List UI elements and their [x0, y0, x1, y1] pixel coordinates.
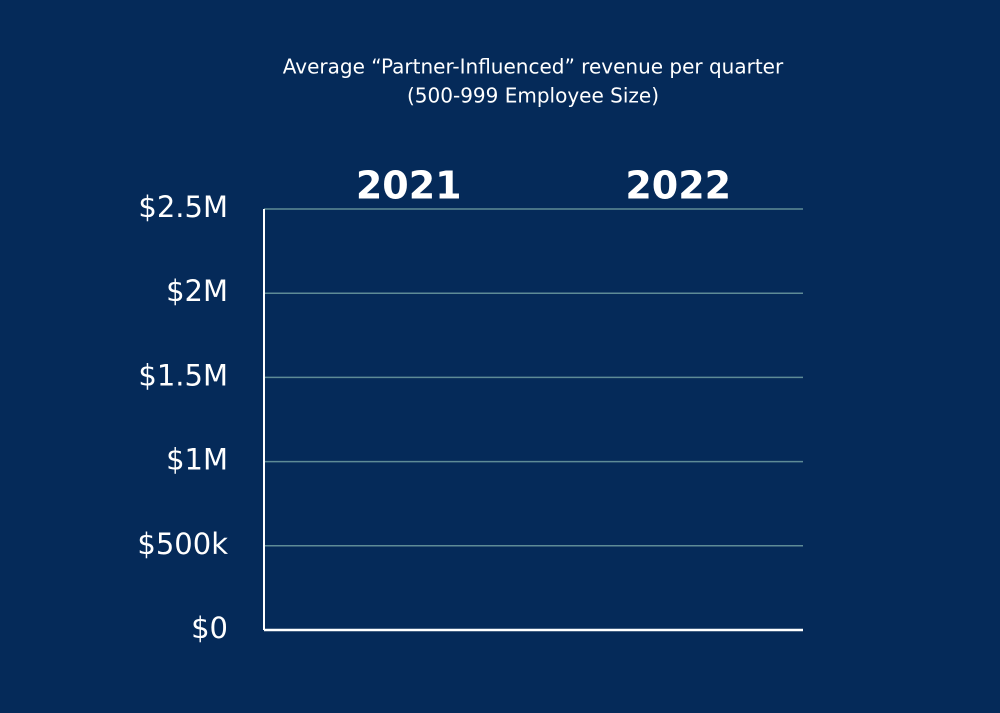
y-tick-label: $1.5M	[138, 358, 228, 392]
y-tick-label: $2M	[166, 274, 228, 308]
y-tick-label: $2.5M	[138, 190, 228, 224]
chart-subtitle: (500-999 Employee Size)	[407, 84, 659, 108]
chart-title: Average “Partner-Influenced” revenue per…	[283, 55, 784, 79]
y-tick-label: $500k	[137, 527, 228, 561]
category-label: 2021	[356, 164, 462, 208]
category-label: 2022	[625, 164, 731, 208]
y-tick-label: $1M	[166, 443, 228, 477]
y-tick-label: $0	[191, 611, 228, 645]
